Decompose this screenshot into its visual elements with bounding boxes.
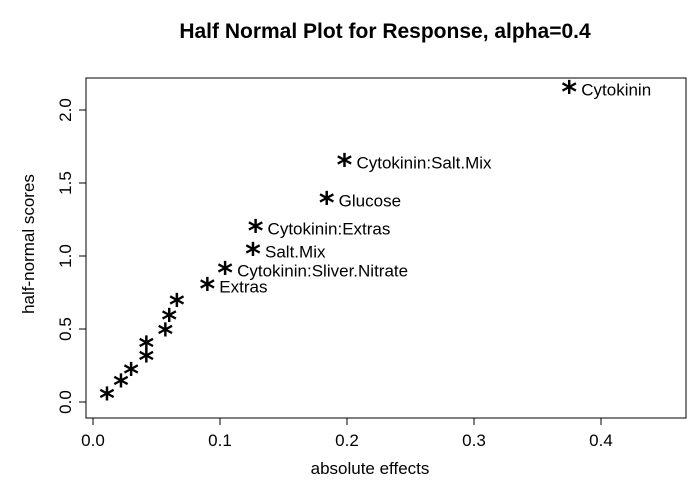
data-point: * (245, 238, 261, 273)
point-label: Cytokinin:Salt.Mix (356, 154, 492, 173)
x-tick-label: 0.1 (208, 431, 232, 450)
data-point: * (319, 187, 335, 222)
data-point: * (337, 149, 353, 184)
point-label: Cytokinin:Sliver.Nitrate (237, 262, 408, 281)
x-tick-label: 0.0 (81, 431, 105, 450)
y-tick-label: 0.0 (56, 390, 75, 414)
plot-frame (85, 77, 687, 419)
point-label: Cytokinin (581, 81, 651, 100)
x-axis: 0.0 0.1 0.2 0.3 0.4 (81, 418, 613, 450)
data-point: * (561, 76, 577, 111)
point-label: Salt.Mix (265, 243, 326, 262)
data-point: * (123, 357, 139, 392)
data-point: * (169, 289, 185, 324)
data-points: *** ** *** * Extras* Cytokinin:Sliver.Nitrate… (99, 76, 651, 418)
data-point: * (113, 369, 129, 404)
x-axis-label: absolute effects (311, 459, 430, 478)
y-tick-label: 1.0 (56, 244, 75, 268)
y-tick-label: 0.5 (56, 317, 75, 341)
y-tick-label: 1.5 (56, 171, 75, 195)
data-point: * (161, 303, 177, 338)
point-label: Glucose (339, 192, 401, 211)
data-point: * (199, 273, 215, 308)
data-point: * (138, 331, 154, 366)
data-point: * (99, 382, 115, 417)
x-tick-label: 0.3 (462, 431, 486, 450)
chart-title: Half Normal Plot for Response, alpha=0.4 (179, 20, 591, 43)
data-point: * (217, 257, 233, 292)
data-point: * (138, 344, 154, 379)
point-label: Extras (219, 278, 267, 297)
y-axis: 0.0 0.5 1.0 1.5 2.0 (56, 98, 86, 414)
x-tick-label: 0.2 (335, 431, 359, 450)
point-label: Cytokinin:Extras (268, 219, 391, 238)
data-point: * (158, 318, 174, 353)
x-tick-label: 0.4 (589, 431, 613, 450)
data-point: * (248, 214, 264, 249)
y-tick-label: 2.0 (56, 98, 75, 122)
y-axis-label: half-normal scores (19, 174, 38, 314)
